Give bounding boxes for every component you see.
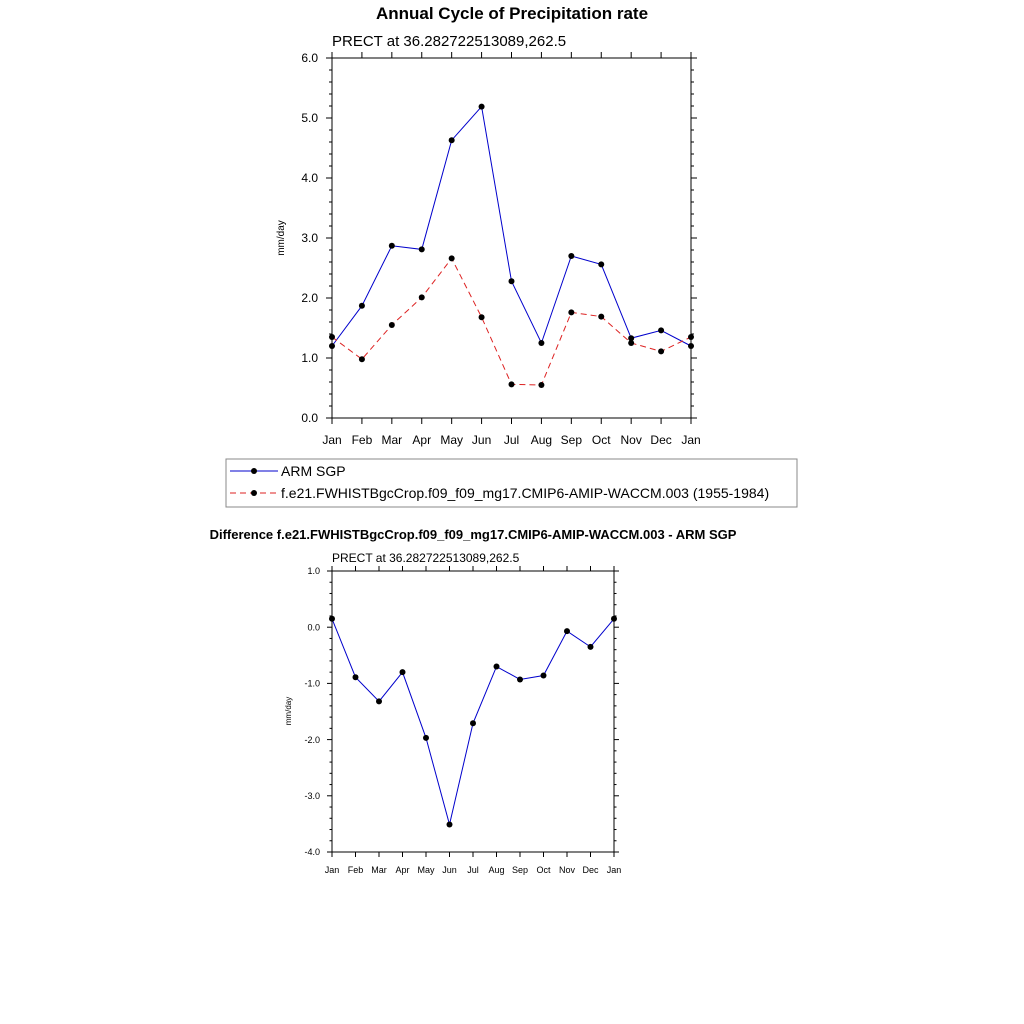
bottom-chart-xtick-label: Dec <box>582 865 599 875</box>
top-chart-series-0-point <box>358 302 365 309</box>
top-chart-series-0-point <box>538 340 545 346</box>
top-chart-xtick-label: Feb <box>352 433 373 447</box>
top-chart-series-0-point <box>388 242 395 249</box>
bottom-chart-ytick-label: -2.0 <box>304 735 320 745</box>
bottom-chart-series-0-point <box>493 663 500 670</box>
bottom-chart-series-0-point <box>470 720 476 727</box>
top-chart-series-1-point <box>448 255 455 262</box>
bottom-chart-xtick-label: Mar <box>371 865 387 875</box>
bottom-chart-xtick-label: Jan <box>325 865 340 875</box>
bottom-chart-xtick-label: Aug <box>488 865 504 875</box>
bottom-chart-xtick-label: Jul <box>467 865 479 875</box>
top-chart-xtick-label: Jan <box>681 433 700 447</box>
top-chart-xtick-label: Aug <box>531 433 552 447</box>
bottom-chart-series-0-point <box>564 628 570 635</box>
top-chart-xtick-label: Jan <box>322 433 341 447</box>
top-chart-ytick-label: 2.0 <box>301 291 318 305</box>
bottom-chart-xtick-label: May <box>417 865 435 875</box>
bottom-chart-xtick-label: Apr <box>395 865 409 875</box>
bottom-chart-xtick-label: Feb <box>348 865 364 875</box>
bottom-chart-xtick-label: Jan <box>607 865 622 875</box>
legend-marker-arm <box>251 468 257 474</box>
top-chart-series-0-point <box>658 327 665 334</box>
top-chart-series-1-point <box>508 381 515 388</box>
top-chart-xtick-label: Apr <box>412 433 431 447</box>
top-chart-xtick-label: Dec <box>650 433 671 447</box>
legend-marker-model <box>251 490 257 496</box>
legend-label-arm: ARM SGP <box>281 463 346 479</box>
legend-label-model: f.e21.FWHISTBgcCrop.f09_f09_mg17.CMIP6-A… <box>281 485 769 501</box>
top-chart-ytick-label: 4.0 <box>301 171 318 185</box>
figure-title: Annual Cycle of Precipitation rate <box>376 4 648 23</box>
top-chart-series-1-point <box>358 356 365 363</box>
bottom-chart-subtitle: PRECT at 36.282722513089,262.5 <box>332 551 520 565</box>
bottom-chart-ylabel: mm/day <box>284 697 293 725</box>
top-chart-ytick-label: 3.0 <box>301 231 318 245</box>
bottom-chart-ytick-label: 1.0 <box>307 566 320 576</box>
top-chart-subtitle: PRECT at 36.282722513089,262.5 <box>332 33 566 50</box>
top-chart: Jan Feb Mar Apr May Jun Jul Aug Sep Oct Nov Dec Jan 0… <box>301 51 700 447</box>
top-chart-series-0-point <box>628 335 635 342</box>
bottom-chart-xtick-label: Nov <box>559 865 576 875</box>
legend-box <box>225 458 798 508</box>
legend: ARM SGP f.e21.FWHISTBgcCrop.f09_f09_mg17… <box>225 458 798 508</box>
bottom-chart-title: Difference f.e21.FWHISTBgcCrop.f09_f09_m… <box>210 527 737 542</box>
bottom-chart-ytick-label: -4.0 <box>304 847 320 857</box>
top-chart-ytick-label: 1.0 <box>301 351 318 365</box>
bottom-chart-series-0-point <box>423 734 429 741</box>
top-chart-series-0-point <box>448 137 455 144</box>
top-chart-series-0-point <box>329 343 335 349</box>
top-chart-series-1-point <box>478 314 485 321</box>
top-chart-series-1-point <box>568 309 575 316</box>
bottom-chart-xtick-label: Sep <box>512 865 528 875</box>
top-chart-series-0-point <box>478 103 485 110</box>
top-chart-series-1-point <box>598 313 605 320</box>
bottom-chart-series-0-point <box>517 676 523 683</box>
bottom-chart: Jan Feb Mar Apr May Jun Jul Aug Sep Oct Nov Dec Jan-… <box>304 566 621 875</box>
bottom-chart-ytick-label: -1.0 <box>304 679 320 689</box>
top-chart-xtick-label: Nov <box>620 433 641 447</box>
top-chart-ytick-label: 5.0 <box>301 111 318 125</box>
top-chart-series-0-point <box>568 253 575 259</box>
top-chart-series-1-point <box>538 382 545 388</box>
top-chart-series-0-point <box>598 261 605 268</box>
top-chart-series-1-point <box>329 334 335 340</box>
top-chart-series-0-point <box>418 246 425 253</box>
top-chart-series-1-point <box>418 294 425 301</box>
bottom-chart-series-0-point <box>376 698 382 705</box>
bottom-chart-ytick-label: 0.0 <box>307 622 320 632</box>
top-chart-ytick-label: 0.0 <box>301 411 318 425</box>
top-chart-xtick-label: Mar <box>381 433 402 447</box>
top-chart-xtick-label: Jul <box>504 433 519 447</box>
top-chart-xtick-label: Jun <box>472 433 491 447</box>
top-chart-ytick-label: 6.0 <box>301 51 318 65</box>
top-chart-series-0-point <box>508 278 515 285</box>
top-chart-xtick-label: May <box>440 433 463 447</box>
top-chart-xtick-label: Oct <box>592 433 611 447</box>
top-chart-xtick-label: Sep <box>561 433 583 447</box>
bottom-chart-ytick-label: -3.0 <box>304 791 320 801</box>
bottom-chart-series-0-point <box>446 821 453 828</box>
bottom-chart-series-0-point <box>611 615 617 622</box>
bottom-chart-xtick-label: Jun <box>442 865 457 875</box>
top-chart-series-1-point <box>688 334 694 340</box>
top-chart-series-0-point <box>688 343 694 349</box>
top-chart-series-1-point <box>658 348 665 355</box>
bottom-chart-series-0-point <box>587 643 594 650</box>
bottom-chart-series-0-point <box>399 669 406 676</box>
top-chart-series-1-point <box>388 322 395 328</box>
bottom-chart-xtick-label: Oct <box>536 865 551 875</box>
bottom-chart-series-0-point <box>540 672 547 679</box>
bottom-chart-series-0-point <box>352 674 359 681</box>
bottom-chart-series-0-point <box>329 615 335 622</box>
top-chart-ylabel: mm/day <box>276 220 287 256</box>
top-chart-series-1-point <box>628 340 635 346</box>
